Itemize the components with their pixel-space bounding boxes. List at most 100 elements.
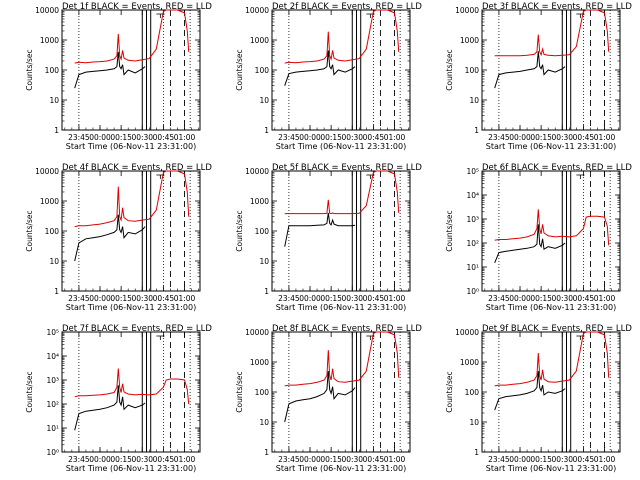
x-tick-label: 00:45 [153, 133, 175, 142]
panel-5: Det 5f BLACK = Events, RED = LLD 1 10 100 10… [235, 163, 422, 312]
x-tick-label: 00:45 [573, 455, 595, 464]
y-tick-label: 10000 [35, 167, 59, 176]
y-tick-label: 100 [465, 66, 480, 75]
y-tick-label: 100 [465, 388, 480, 397]
y-axis-label: Counts/sec [25, 49, 34, 90]
x-tick-label: 00:15 [110, 133, 132, 142]
x-tick-label: 00:15 [320, 294, 342, 303]
y-tick-label: 10² [466, 239, 479, 248]
x-tick-label: 00:00 [509, 294, 531, 303]
x-tick-label: 01:00 [384, 133, 406, 142]
plot-frame [271, 9, 411, 131]
x-tick-label: 01:00 [594, 294, 616, 303]
y-axis-label: Counts/sec [445, 371, 454, 412]
y-tick-label: 10² [46, 400, 59, 409]
y-axis-label: Counts/sec [25, 371, 34, 412]
x-tick-label: 00:00 [299, 294, 321, 303]
panel-title: Det 3f BLACK = Events, RED = LLD [482, 2, 632, 12]
x-axis-label: Start Time (06-Nov-11 23:31:00) [66, 464, 196, 473]
y-tick-label: 1000 [250, 197, 269, 206]
x-axis-label: Start Time (06-Nov-11 23:31:00) [276, 464, 406, 473]
x-tick-label: 01:00 [384, 294, 406, 303]
panel-title: Det 7f BLACK = Events, RED = LLD [62, 324, 212, 334]
y-tick-label: 10⁵ [466, 167, 479, 176]
plot-frame [61, 331, 201, 453]
series-lld-line [74, 170, 190, 228]
x-tick-label: 23:45 [488, 455, 510, 464]
y-axis-label: Counts/sec [235, 210, 244, 251]
y-tick-label: 1000 [460, 36, 479, 45]
x-tick-label: 23:45 [278, 455, 300, 464]
series-lld-line [494, 9, 610, 57]
x-tick-label: 00:30 [131, 455, 153, 464]
panel-title: Det 6f BLACK = Events, RED = LLD [482, 163, 632, 173]
x-tick-label: 00:15 [530, 455, 552, 464]
y-tick-label: 1 [264, 287, 269, 296]
y-axis-label: Counts/sec [445, 49, 454, 90]
y-axis-label: Counts/sec [25, 210, 34, 251]
series-events-line [74, 214, 146, 262]
panel-1: Det 1f BLACK = Events, RED = LLD 1 10 100 10… [25, 2, 212, 151]
plot-frame [61, 9, 201, 131]
x-tick-label: 23:45 [68, 455, 90, 464]
panel-9: Det 9f BLACK = Events, RED = LLD 1 10 100 10… [445, 324, 632, 473]
x-tick-label: 00:45 [363, 294, 385, 303]
series-lld-line [74, 9, 190, 64]
panel-7: Det 7f BLACK = Events, RED = LLD 10⁰ 10¹ 10… [25, 324, 212, 473]
y-tick-label: 10⁰ [466, 287, 479, 296]
x-tick-label: 01:00 [174, 133, 196, 142]
series-events-line [74, 51, 146, 89]
y-axis-label: Counts/sec [235, 371, 244, 412]
x-tick-label: 00:15 [320, 133, 342, 142]
x-tick-label: 23:45 [68, 133, 90, 142]
y-tick-label: 100 [255, 66, 270, 75]
series-events-line [494, 51, 566, 89]
plot-frame [271, 170, 411, 292]
panel-2: Det 2f BLACK = Events, RED = LLD 1 10 100 10… [235, 2, 422, 151]
y-tick-label: 10 [469, 418, 479, 427]
y-tick-label: 1 [474, 448, 479, 457]
y-tick-label: 10³ [466, 215, 479, 224]
x-axis-label: Start Time (06-Nov-11 23:31:00) [276, 142, 406, 151]
x-tick-label: 00:45 [573, 133, 595, 142]
x-tick-label: 00:15 [530, 133, 552, 142]
y-tick-label: 10000 [245, 167, 269, 176]
panel-4: Det 4f BLACK = Events, RED = LLD 1 10 100 10… [25, 163, 212, 312]
x-tick-label: 00:45 [153, 455, 175, 464]
x-tick-label: 23:45 [488, 133, 510, 142]
series-lld-line [284, 9, 400, 64]
x-tick-label: 23:45 [278, 133, 300, 142]
x-tick-label: 00:30 [131, 133, 153, 142]
series-events-line [494, 370, 566, 411]
y-tick-label: 10¹ [466, 263, 479, 272]
x-tick-label: 00:45 [363, 455, 385, 464]
y-tick-label: 1000 [250, 36, 269, 45]
series-events-line [494, 224, 566, 263]
x-tick-label: 00:00 [299, 455, 321, 464]
panel-title: Det 1f BLACK = Events, RED = LLD [62, 2, 212, 12]
y-tick-label: 100 [255, 388, 270, 397]
series-events-line [74, 385, 146, 431]
x-tick-label: 00:30 [341, 133, 363, 142]
x-tick-label: 00:45 [363, 133, 385, 142]
x-tick-label: 01:00 [594, 455, 616, 464]
y-tick-label: 100 [45, 66, 60, 75]
series-lld-line [284, 331, 400, 387]
y-tick-label: 10 [469, 96, 479, 105]
plot-frame [271, 331, 411, 453]
y-tick-label: 1000 [460, 358, 479, 367]
x-axis-label: Start Time (06-Nov-11 23:31:00) [486, 142, 616, 151]
x-tick-label: 01:00 [384, 455, 406, 464]
x-tick-label: 00:00 [89, 133, 111, 142]
y-axis-label: Counts/sec [445, 210, 454, 251]
x-axis-label: Start Time (06-Nov-11 23:31:00) [66, 142, 196, 151]
plot-frame [481, 331, 621, 453]
x-tick-label: 00:45 [153, 294, 175, 303]
y-tick-label: 1000 [250, 358, 269, 367]
x-tick-label: 23:45 [68, 294, 90, 303]
y-axis-label: Counts/sec [235, 49, 244, 90]
y-tick-label: 10 [49, 257, 59, 266]
x-tick-label: 00:30 [551, 455, 573, 464]
y-tick-label: 10¹ [46, 424, 59, 433]
